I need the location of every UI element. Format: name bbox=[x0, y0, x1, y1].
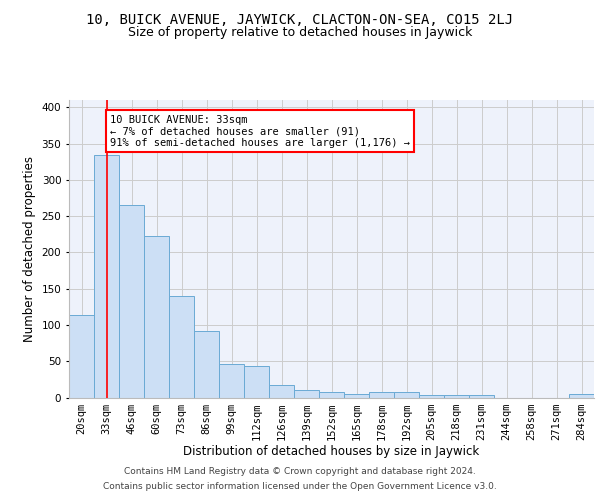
Text: Size of property relative to detached houses in Jaywick: Size of property relative to detached ho… bbox=[128, 26, 472, 39]
Text: 10, BUICK AVENUE, JAYWICK, CLACTON-ON-SEA, CO15 2LJ: 10, BUICK AVENUE, JAYWICK, CLACTON-ON-SE… bbox=[86, 12, 514, 26]
Bar bbox=[219, 364, 244, 398]
Bar bbox=[144, 236, 169, 398]
Bar bbox=[319, 392, 344, 398]
Bar bbox=[394, 392, 419, 398]
Bar bbox=[344, 394, 369, 398]
Bar bbox=[294, 390, 319, 398]
X-axis label: Distribution of detached houses by size in Jaywick: Distribution of detached houses by size … bbox=[184, 446, 479, 458]
Bar bbox=[94, 155, 119, 398]
Y-axis label: Number of detached properties: Number of detached properties bbox=[23, 156, 36, 342]
Bar bbox=[244, 366, 269, 398]
Bar bbox=[369, 392, 394, 398]
Text: Contains public sector information licensed under the Open Government Licence v3: Contains public sector information licen… bbox=[103, 482, 497, 491]
Bar bbox=[269, 385, 294, 398]
Text: Contains HM Land Registry data © Crown copyright and database right 2024.: Contains HM Land Registry data © Crown c… bbox=[124, 467, 476, 476]
Bar bbox=[194, 330, 219, 398]
Bar bbox=[569, 394, 594, 398]
Bar bbox=[169, 296, 194, 398]
Text: 10 BUICK AVENUE: 33sqm
← 7% of detached houses are smaller (91)
91% of semi-deta: 10 BUICK AVENUE: 33sqm ← 7% of detached … bbox=[110, 114, 410, 148]
Bar bbox=[69, 315, 94, 398]
Bar bbox=[469, 394, 494, 398]
Bar bbox=[419, 394, 444, 398]
Bar bbox=[119, 205, 144, 398]
Bar bbox=[444, 396, 469, 398]
